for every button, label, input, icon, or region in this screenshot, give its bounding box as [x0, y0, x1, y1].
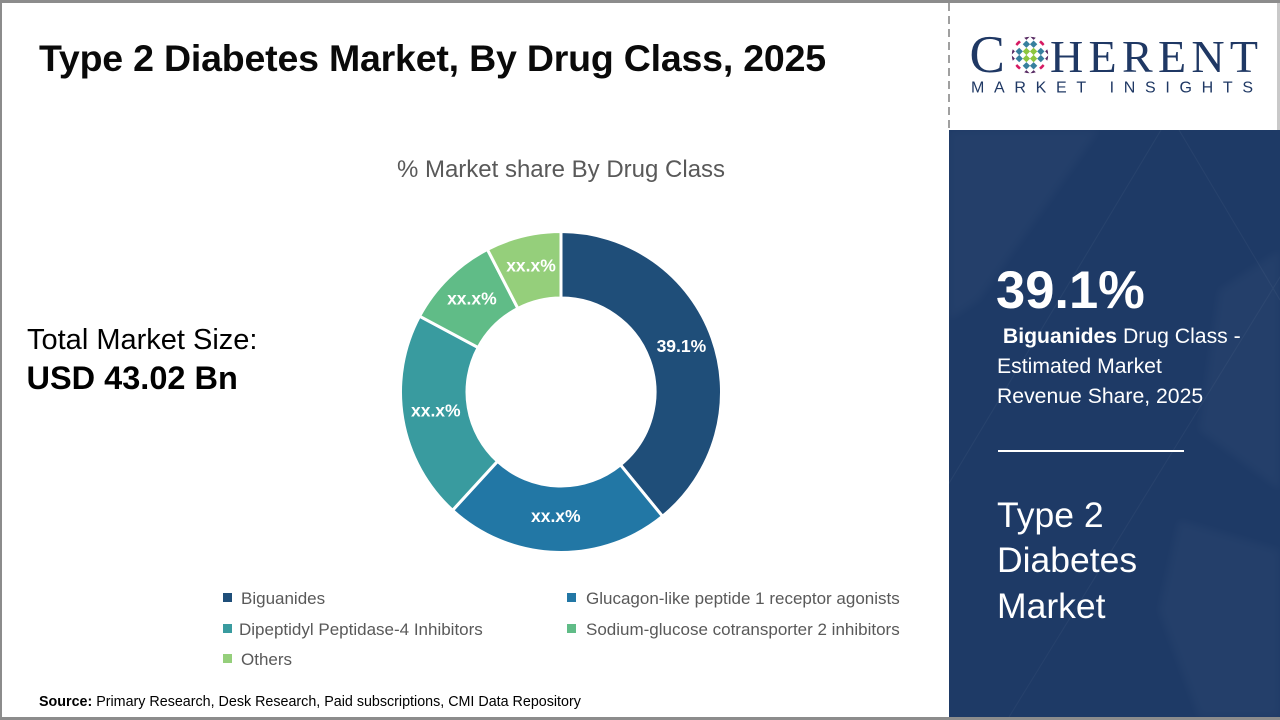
svg-text:C: C	[970, 26, 1005, 84]
svg-text:xx.x%: xx.x%	[506, 256, 556, 276]
svg-text:xx.x%: xx.x%	[531, 506, 581, 526]
svg-text:xx.x%: xx.x%	[411, 400, 461, 420]
svg-text:MARKET INSIGHTS: MARKET INSIGHTS	[971, 80, 1258, 97]
svg-text:HERENT: HERENT	[1050, 31, 1258, 82]
svg-text:39.1%: 39.1%	[657, 336, 707, 356]
svg-text:xx.x%: xx.x%	[447, 289, 497, 309]
